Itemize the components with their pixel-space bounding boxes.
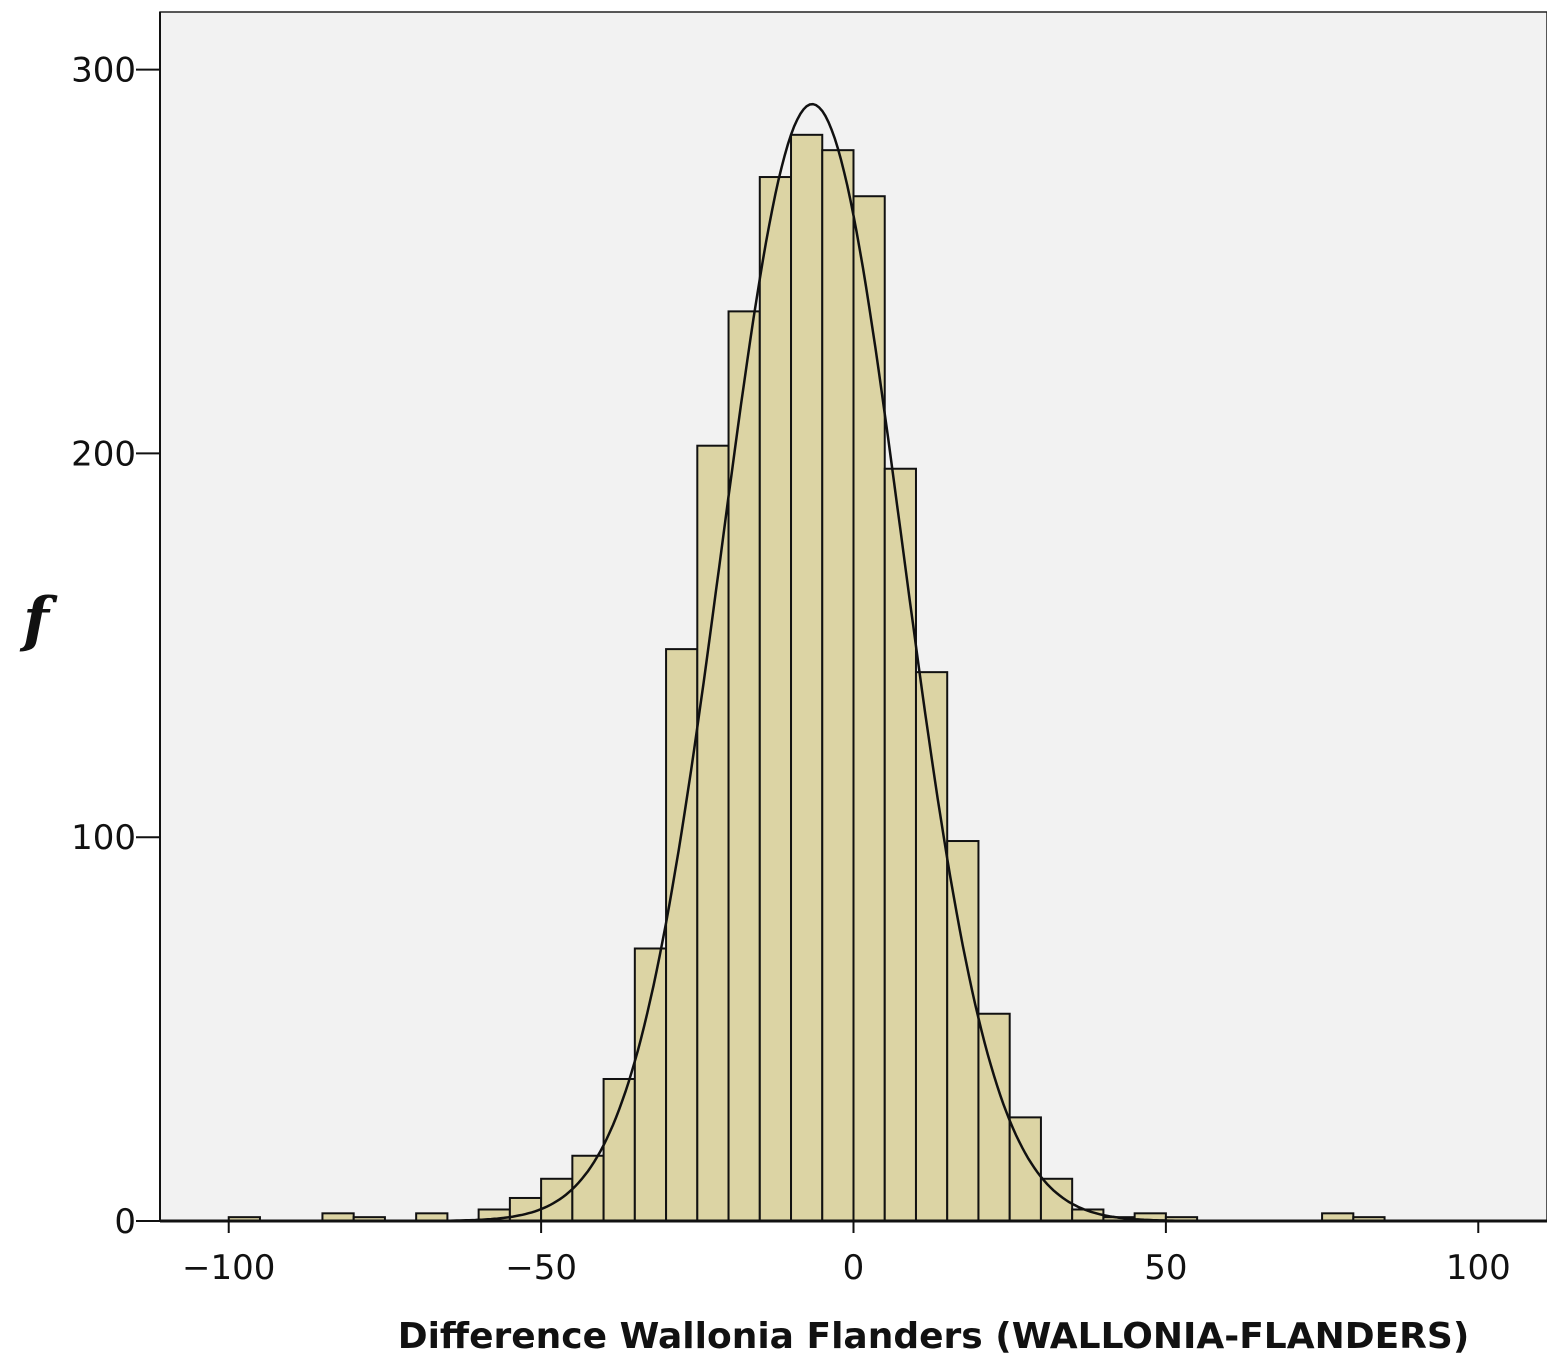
x-tick-label: −100: [182, 1248, 275, 1288]
y-tick-label: 100: [71, 818, 136, 858]
x-ticks-group: −100 −50 0 50 100: [182, 1221, 1511, 1288]
histogram-bar-17: [883, 467, 917, 1222]
y-axis-title: f: [19, 585, 58, 655]
y-tick-label: 300: [71, 51, 136, 91]
y-ticks-group: 0 100 200 300: [71, 51, 160, 1242]
x-tick-label: 100: [1446, 1248, 1511, 1288]
histogram-bar-7: [571, 1154, 605, 1223]
histogram-bar-16: [852, 195, 886, 1223]
bars-group: [227, 133, 1386, 1223]
y-tick-label: 0: [114, 1202, 136, 1242]
histogram-bar-20: [977, 1012, 1011, 1222]
histogram-bar-15: [821, 149, 855, 1223]
histogram-bar-9: [633, 947, 668, 1222]
histogram-bar-19: [946, 840, 980, 1222]
x-tick-label: −50: [505, 1248, 577, 1288]
x-tick-label: 0: [843, 1248, 865, 1288]
histogram-bar-10: [665, 648, 699, 1222]
histogram-bar-12: [727, 310, 761, 1223]
x-tick-label: 50: [1144, 1248, 1187, 1288]
histogram-bar-13: [758, 176, 793, 1223]
histogram-bar-8: [602, 1077, 636, 1222]
histogram-bar-14: [790, 133, 824, 1222]
histogram-bar-11: [696, 444, 730, 1222]
y-tick-label: 200: [71, 434, 136, 474]
x-axis-title: Difference Wallonia Flanders (WALLONIA-F…: [398, 1316, 1470, 1357]
